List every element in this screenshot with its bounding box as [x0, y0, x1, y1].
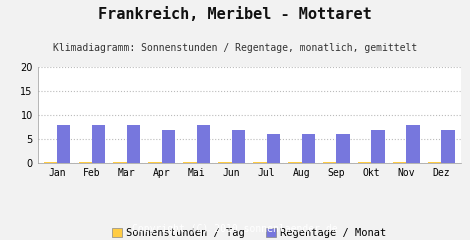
Bar — [162, 130, 175, 163]
Bar — [323, 162, 337, 163]
Bar — [44, 162, 57, 163]
Bar — [232, 130, 245, 163]
Bar — [266, 134, 280, 163]
Bar — [407, 125, 420, 163]
Bar — [428, 162, 441, 163]
Legend: Sonnenstunden / Tag, Regentage / Monat: Sonnenstunden / Tag, Regentage / Monat — [108, 224, 391, 240]
Bar — [149, 162, 162, 163]
Bar — [441, 130, 454, 163]
Text: Frankreich, Meribel - Mottaret: Frankreich, Meribel - Mottaret — [98, 7, 372, 22]
Bar — [288, 162, 302, 163]
Bar — [358, 162, 371, 163]
Bar — [196, 125, 210, 163]
Bar — [92, 125, 105, 163]
Text: Klimadiagramm: Sonnenstunden / Regentage, monatlich, gemittelt: Klimadiagramm: Sonnenstunden / Regentage… — [53, 43, 417, 53]
Bar — [219, 162, 232, 163]
Bar — [127, 125, 140, 163]
Bar — [78, 162, 92, 163]
Bar — [302, 134, 315, 163]
Bar — [393, 162, 407, 163]
Bar — [113, 162, 127, 163]
Text: Copyright (C) 2010 sonnenlaender.de: Copyright (C) 2010 sonnenlaender.de — [132, 224, 338, 234]
Bar — [183, 162, 196, 163]
Bar — [57, 125, 70, 163]
Bar — [371, 130, 385, 163]
Bar — [253, 162, 266, 163]
Bar — [337, 134, 350, 163]
